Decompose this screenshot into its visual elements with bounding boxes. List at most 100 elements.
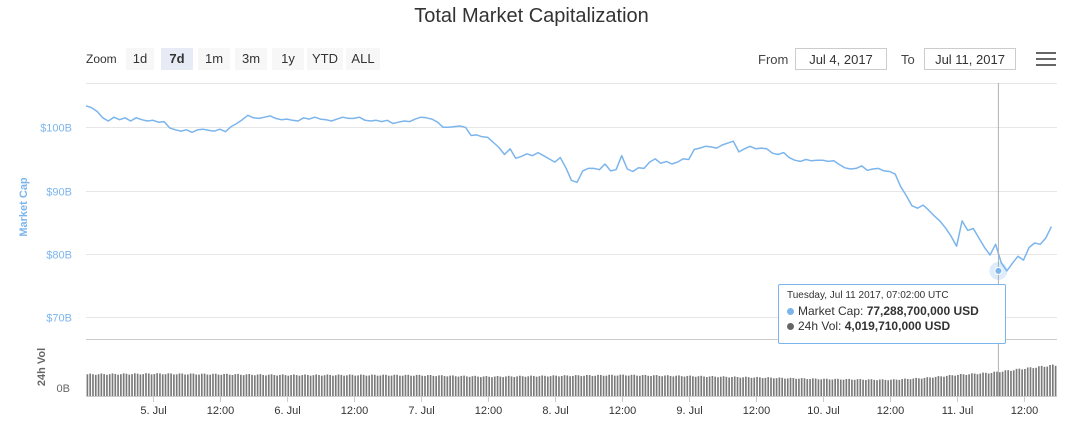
volume-bar [705, 377, 708, 396]
volume-bar [198, 374, 200, 396]
volume-bar [622, 374, 624, 396]
volume-bar [262, 374, 265, 396]
volume-bar [505, 376, 507, 396]
volume-bar [795, 378, 797, 396]
volume-bar [839, 379, 842, 396]
volume-bar [170, 373, 172, 396]
volume-bar [820, 379, 823, 396]
volume-bar [979, 373, 982, 396]
zoom-button-ytd[interactable]: YTD [307, 48, 343, 70]
volume-bar [485, 376, 488, 396]
zoom-button-1m[interactable]: 1m [198, 48, 230, 70]
volume-tick-label: 0B [57, 383, 70, 395]
hamburger-menu-icon[interactable] [1036, 52, 1056, 68]
volume-bar [387, 375, 390, 396]
volume-bar [577, 375, 580, 396]
volume-bar [694, 376, 697, 396]
volume-bar [532, 376, 535, 396]
volume-bar [630, 374, 633, 396]
volume-bar [365, 375, 368, 396]
volume-bar [346, 375, 348, 396]
volume-bar [700, 375, 703, 396]
volume-axis-label: 24h Vol [36, 348, 48, 386]
chart-title: Total Market Capitalization [414, 5, 649, 27]
volume-bar [360, 374, 362, 396]
volume-bar [945, 375, 948, 396]
volume-bar [1043, 366, 1046, 396]
volume-bar [996, 371, 998, 396]
volume-bar [145, 373, 147, 396]
volume-bar [957, 374, 959, 396]
volume-bar [446, 376, 449, 396]
range-to-input[interactable] [924, 48, 1016, 70]
volume-bar [507, 375, 510, 396]
zoom-button-1d[interactable]: 1d [126, 48, 154, 70]
volume-bar [133, 373, 136, 396]
volume-bar [94, 374, 97, 396]
volume-bar [586, 374, 588, 396]
x-tick-label: 6. Jul [274, 405, 300, 417]
volume-bar [295, 375, 298, 396]
volume-bar [251, 374, 253, 396]
zoom-button-all[interactable]: ALL [346, 48, 380, 70]
volume-bar [862, 379, 864, 396]
volume-bar [778, 377, 781, 396]
x-tick-label: 12:00 [743, 405, 771, 417]
volume-bar [895, 379, 898, 396]
volume-bar [658, 375, 661, 396]
volume-bar [343, 375, 345, 396]
volume-bar [683, 376, 686, 396]
zoom-button-7d[interactable]: 7d [161, 48, 193, 70]
volume-bar [770, 377, 772, 396]
volume-bar [309, 375, 312, 396]
volume-bar [932, 377, 934, 396]
volume-bar [92, 374, 94, 396]
volume-bar [544, 375, 546, 396]
tooltip-volume-value: 4,019,710,000 USD [844, 319, 951, 333]
y-axis-label: Market Cap [18, 177, 30, 237]
volume-bar [496, 375, 499, 396]
volume-bar [385, 374, 387, 396]
volume-bar [1029, 367, 1032, 396]
zoom-button-3m[interactable]: 3m [235, 48, 267, 70]
volume-bar [926, 377, 929, 396]
volume-bar [865, 379, 867, 396]
volume-bar [1026, 367, 1029, 396]
zoom-button-1y[interactable]: 1y [272, 48, 304, 70]
volume-bar [887, 380, 890, 396]
volume-bar [954, 375, 956, 396]
volume-bar [1018, 368, 1021, 396]
range-from-input[interactable] [795, 48, 887, 70]
y-tick-label: $70B [46, 313, 72, 325]
hover-point [994, 266, 1003, 275]
x-tick-label: 12:00 [475, 405, 503, 417]
volume-bar [644, 374, 647, 396]
volume-bar [756, 376, 758, 396]
volume-bar [284, 375, 287, 396]
volume-bar [870, 379, 873, 396]
volume-bar [834, 378, 837, 396]
volume-bar [873, 379, 876, 396]
tooltip-market-cap-value: 77,288,700,000 USD [866, 304, 979, 318]
volume-bar [223, 373, 225, 396]
volume-bar [334, 375, 337, 396]
volume-bar [117, 374, 119, 396]
volume-bar [323, 375, 326, 396]
volume-bar [572, 375, 574, 396]
volume-bar [789, 377, 792, 396]
volume-bar [692, 376, 694, 396]
volume-bar [156, 373, 158, 396]
volume-bar [697, 376, 700, 396]
volume-bar [689, 375, 691, 396]
volume-bar [619, 374, 622, 396]
volume-bar [636, 375, 638, 396]
volume-bar [217, 374, 220, 396]
x-tick-label: 9. Jul [676, 405, 702, 417]
volume-bar [918, 378, 920, 396]
volume-bar [602, 375, 605, 396]
x-tick-label: 7. Jul [408, 405, 434, 417]
volume-bar [468, 376, 471, 396]
volume-bar [488, 376, 491, 396]
volume-bar [125, 373, 128, 396]
volume-bar [814, 378, 817, 396]
